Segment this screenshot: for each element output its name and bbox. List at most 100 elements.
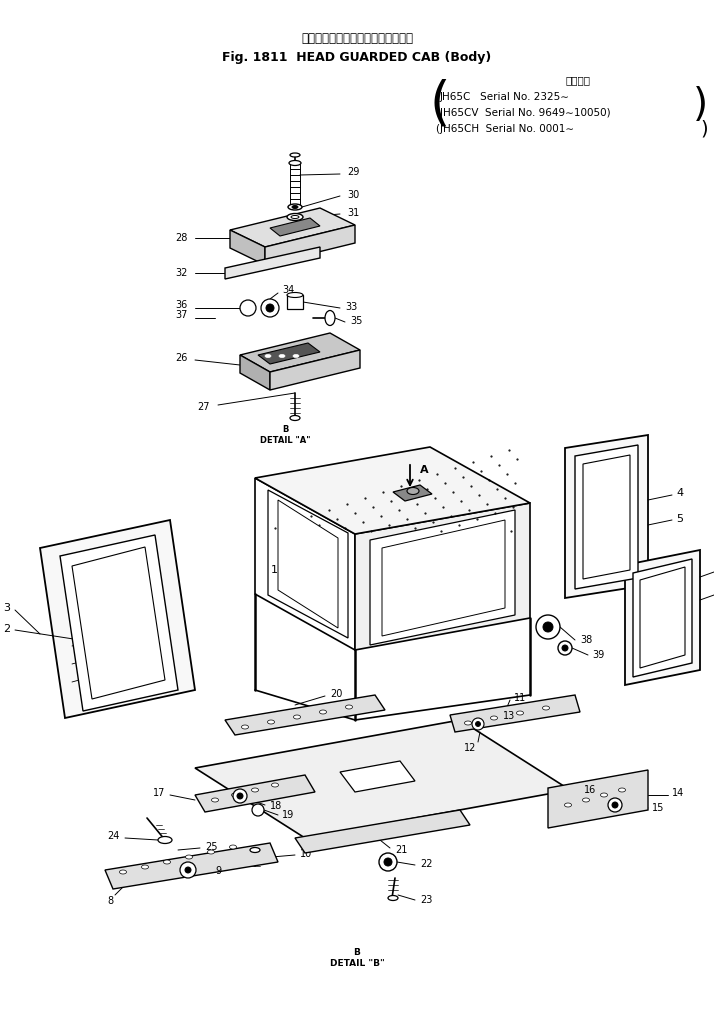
Polygon shape xyxy=(258,343,320,364)
Text: ヘッド　ガード　キャブ（ボデー）: ヘッド ガード キャブ（ボデー） xyxy=(301,32,413,45)
Text: 28: 28 xyxy=(176,233,188,243)
Circle shape xyxy=(384,858,392,866)
Circle shape xyxy=(612,802,618,808)
Ellipse shape xyxy=(583,798,590,802)
Polygon shape xyxy=(278,500,338,628)
Circle shape xyxy=(240,300,256,316)
Polygon shape xyxy=(195,775,315,812)
Polygon shape xyxy=(240,355,270,390)
Text: 30: 30 xyxy=(347,190,359,200)
Text: 37: 37 xyxy=(176,310,188,320)
Ellipse shape xyxy=(289,160,301,166)
Text: B: B xyxy=(463,585,471,595)
Ellipse shape xyxy=(600,793,608,797)
Ellipse shape xyxy=(231,793,238,797)
Text: 1: 1 xyxy=(271,565,278,575)
Polygon shape xyxy=(270,218,320,236)
Polygon shape xyxy=(265,225,355,265)
Polygon shape xyxy=(230,208,355,247)
Text: 20: 20 xyxy=(330,689,343,699)
Text: 15: 15 xyxy=(652,803,664,812)
Text: 33: 33 xyxy=(345,301,357,312)
Ellipse shape xyxy=(292,205,298,208)
Text: 35: 35 xyxy=(350,316,363,326)
Polygon shape xyxy=(255,478,355,650)
Ellipse shape xyxy=(268,721,274,724)
Text: 23: 23 xyxy=(420,895,433,905)
Ellipse shape xyxy=(290,153,300,157)
Polygon shape xyxy=(230,230,265,265)
Ellipse shape xyxy=(618,788,625,792)
Ellipse shape xyxy=(250,847,260,852)
Ellipse shape xyxy=(319,710,326,714)
Text: 27: 27 xyxy=(198,402,210,412)
Ellipse shape xyxy=(271,783,278,787)
Text: 13: 13 xyxy=(503,711,516,721)
Ellipse shape xyxy=(265,355,271,358)
Ellipse shape xyxy=(325,311,335,325)
Polygon shape xyxy=(255,447,530,535)
Ellipse shape xyxy=(543,706,550,710)
Text: ): ) xyxy=(700,120,708,139)
Polygon shape xyxy=(633,559,692,677)
Bar xyxy=(287,295,303,309)
Circle shape xyxy=(237,793,243,799)
Text: 29: 29 xyxy=(347,167,359,177)
Circle shape xyxy=(379,853,397,871)
Circle shape xyxy=(562,645,568,651)
Text: 19: 19 xyxy=(282,810,294,820)
Polygon shape xyxy=(355,503,530,650)
Ellipse shape xyxy=(290,416,300,420)
Ellipse shape xyxy=(119,870,126,874)
Ellipse shape xyxy=(241,725,248,729)
Ellipse shape xyxy=(293,355,299,358)
Ellipse shape xyxy=(251,788,258,792)
Ellipse shape xyxy=(208,850,214,854)
Text: ): ) xyxy=(693,86,708,124)
Polygon shape xyxy=(240,333,360,372)
Text: 38: 38 xyxy=(580,635,592,645)
Text: 2: 2 xyxy=(3,624,10,634)
Text: 21: 21 xyxy=(395,845,408,855)
Polygon shape xyxy=(195,721,570,838)
Text: 25: 25 xyxy=(205,842,218,852)
Polygon shape xyxy=(583,455,630,579)
Polygon shape xyxy=(225,695,385,735)
Text: B̈
DETAIL "A": B̈ DETAIL "A" xyxy=(260,425,311,445)
Text: 32: 32 xyxy=(176,268,188,278)
Text: 適用号機: 適用号機 xyxy=(565,75,590,85)
Ellipse shape xyxy=(279,355,285,358)
Text: 39: 39 xyxy=(592,650,604,660)
Text: 4: 4 xyxy=(676,487,683,498)
Text: (: ( xyxy=(430,79,451,131)
Text: 9: 9 xyxy=(215,866,221,876)
Ellipse shape xyxy=(211,798,218,802)
Text: 12: 12 xyxy=(463,743,476,753)
Polygon shape xyxy=(105,843,278,889)
Ellipse shape xyxy=(465,721,471,725)
Ellipse shape xyxy=(291,216,299,219)
Ellipse shape xyxy=(491,716,498,721)
Text: 10: 10 xyxy=(300,849,312,860)
Text: 16: 16 xyxy=(584,785,596,795)
Ellipse shape xyxy=(141,865,149,869)
Ellipse shape xyxy=(346,705,353,709)
Circle shape xyxy=(185,867,191,873)
Ellipse shape xyxy=(287,214,303,221)
Circle shape xyxy=(536,615,560,639)
Text: 5: 5 xyxy=(676,514,683,524)
Ellipse shape xyxy=(407,487,419,495)
Text: 22: 22 xyxy=(420,860,433,869)
Text: 36: 36 xyxy=(176,300,188,310)
Circle shape xyxy=(252,804,264,816)
Polygon shape xyxy=(225,247,320,279)
Ellipse shape xyxy=(164,860,171,864)
Text: (JH65CV  Serial No. 9649∼10050): (JH65CV Serial No. 9649∼10050) xyxy=(436,108,610,118)
Circle shape xyxy=(180,862,196,878)
Ellipse shape xyxy=(288,204,302,210)
Polygon shape xyxy=(382,520,505,636)
Ellipse shape xyxy=(565,803,571,807)
Ellipse shape xyxy=(186,855,193,860)
Ellipse shape xyxy=(516,711,523,715)
Polygon shape xyxy=(270,350,360,390)
